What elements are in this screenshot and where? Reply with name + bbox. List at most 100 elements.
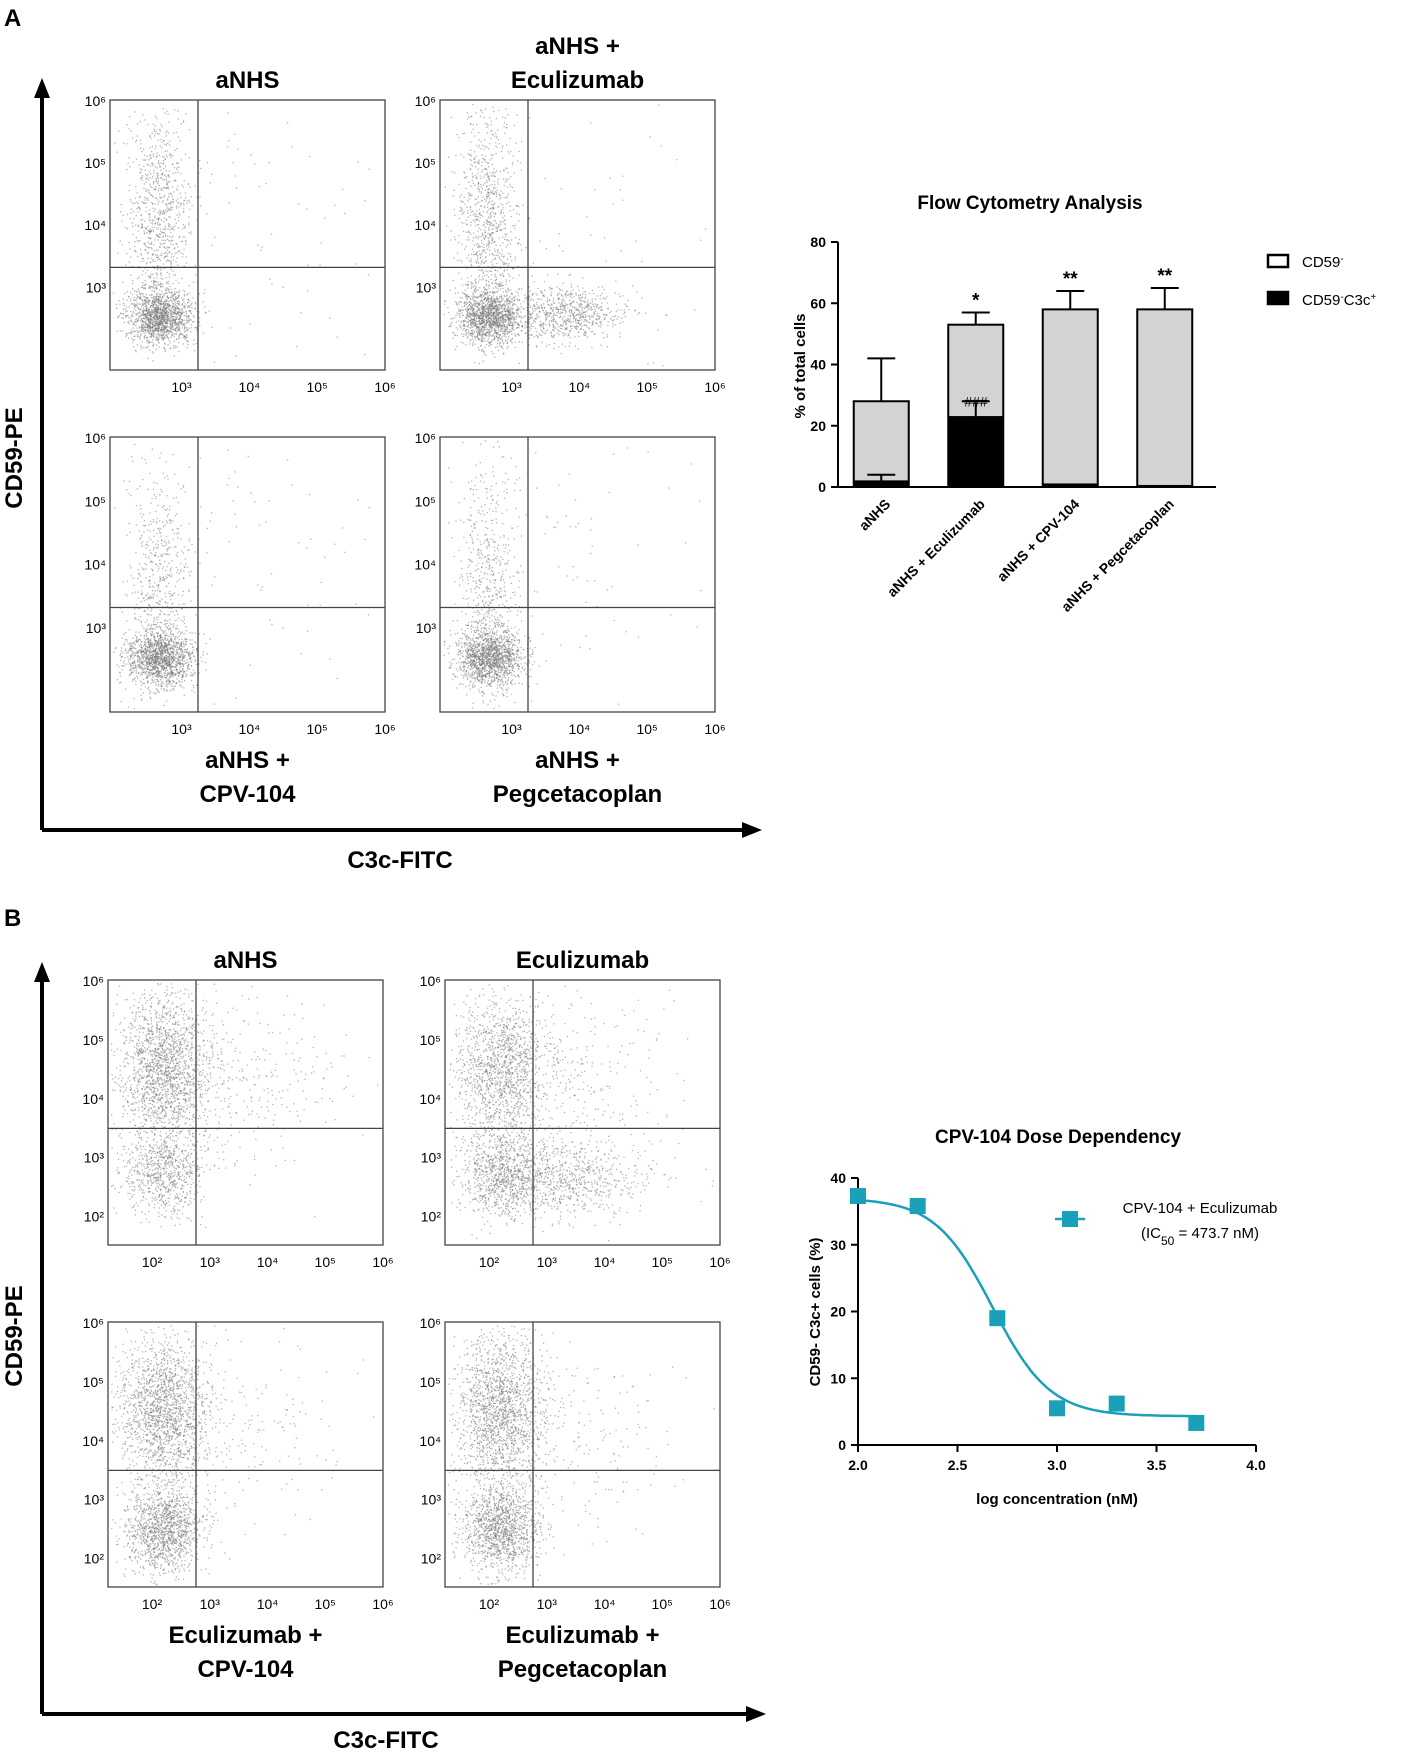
x-tick-label: 10⁶: [374, 379, 395, 395]
plot-frame: [107, 979, 384, 1246]
x-tick-label: 10⁶: [709, 1254, 730, 1270]
y-tick-label: 10⁴: [419, 1433, 441, 1449]
dose-legend-marker: [1062, 1211, 1078, 1227]
y-tick-label: 10³: [86, 620, 107, 636]
flow-plot: 10⁶ 10⁵ 10⁴ 10³ 10³ 10⁴ 10⁵ 10⁶ aNHS + Pegcetacop…: [414, 430, 725, 808]
flow-plot: 10⁶ 10⁵ 10⁴ 10³ 10² 10² 10³ 10⁴ 10⁵ 10⁶ Eculizumab: [419, 947, 730, 1270]
y-tick-label: 10³: [416, 620, 437, 636]
scatter-dots: [111, 1325, 375, 1586]
x-tick-label: 10⁶: [704, 379, 725, 395]
bar-chart-y-tick-label: 60: [810, 295, 826, 311]
scatter-dots: [448, 1325, 715, 1585]
plot-frame: [444, 979, 721, 1246]
x-tick-label: 10²: [479, 1596, 500, 1612]
plot-frame: [109, 99, 386, 371]
bar-cd59-neg-c3c-pos: [1042, 483, 1099, 488]
y-tick-label: 10³: [421, 1492, 442, 1508]
x-tick-label: 10⁵: [315, 1254, 336, 1270]
bar-cd59-neg: [852, 400, 910, 488]
x-tick-label: 10⁵: [652, 1596, 673, 1612]
y-tick-label: 10⁵: [415, 155, 436, 171]
y-tick-label: 10³: [86, 279, 107, 295]
x-tick-label: 10³: [501, 721, 522, 737]
bar-chart-y-tick-label: 20: [810, 418, 826, 434]
plot-title: Eculizumab +: [505, 1622, 659, 1649]
x-tick-label: 10⁵: [306, 379, 327, 395]
y-tick-label: 10⁶: [415, 93, 436, 109]
x-tick-label: 10⁶: [372, 1596, 393, 1612]
bar-annotation-hash: ###: [964, 394, 988, 410]
scatter-dots: [443, 103, 707, 367]
dose-chart-title: CPV-104 Dose Dependency: [935, 1127, 1181, 1148]
x-tick-label: 10³: [537, 1596, 558, 1612]
bar-chart-title: Flow Cytometry Analysis: [917, 193, 1142, 214]
dose-x-tick-label: 4.0: [1246, 1457, 1266, 1473]
plot-title: aNHS: [213, 947, 277, 974]
x-tick-label: 10⁵: [652, 1254, 673, 1270]
dose-legend-label: CPV-104 + Eculizumab: [1123, 1200, 1278, 1217]
dose-y-tick-label: 20: [830, 1304, 846, 1320]
plot-frame: [439, 436, 716, 713]
dose-data-point: [1049, 1400, 1065, 1417]
y-tick-label: 10⁴: [82, 1091, 104, 1107]
x-tick-label: 10³: [200, 1596, 221, 1612]
bar-significance-annotation: **: [1063, 269, 1078, 290]
bar-cd59-neg-c3c-pos: [853, 480, 910, 488]
y-tick-label: 10³: [421, 1150, 442, 1166]
bar-category-label: aNHS: [856, 496, 894, 534]
y-tick-label: 10⁴: [414, 217, 436, 233]
bar-chart-legend: CD59- CD59-C3c+: [1266, 254, 1376, 309]
y-tick-label: 10⁴: [84, 557, 106, 573]
plot-title: aNHS +: [535, 747, 620, 774]
bar-cd59-neg: [1041, 308, 1099, 488]
dose-chart-y-label: CD59- C3c+ cells (%): [807, 1238, 824, 1387]
flow-cytometry-bar-chart: Flow Cytometry Analysis % of total cells 0…: [792, 193, 1376, 615]
dose-data-point: [850, 1188, 866, 1205]
y-tick-label: 10⁴: [82, 1433, 104, 1449]
plot-title: aNHS +: [535, 33, 620, 60]
bar-category-label: aNHS + CPV-104: [994, 496, 1083, 585]
y-tick-label: 10⁴: [84, 217, 106, 233]
y-tick-label: 10²: [84, 1551, 105, 1567]
x-tick-label: 10⁶: [709, 1596, 730, 1612]
dose-x-tick-label: 3.0: [1047, 1457, 1067, 1473]
x-tick-label: 10⁶: [704, 721, 725, 737]
dose-dependency-chart: CPV-104 Dose Dependency CD59- C3c+ cells …: [807, 1127, 1277, 1508]
flow-plot: 10⁶ 10⁵ 10⁴ 10³ 10² 10² 10³ 10⁴ 10⁵ 10⁶ Eculizumab…: [82, 1315, 393, 1683]
x-tick-label: 10⁴: [594, 1596, 616, 1612]
bar-cd59-neg-c3c-pos: [947, 416, 1004, 488]
y-tick-label: 10⁶: [85, 430, 106, 446]
x-tick-label: 10³: [537, 1254, 558, 1270]
x-tick-label: 10³: [501, 379, 522, 395]
x-tick-label: 10⁴: [239, 721, 261, 737]
panel-b-main-axes: [34, 962, 766, 1722]
dose-data-point: [989, 1310, 1006, 1327]
dose-y-tick-label: 10: [830, 1370, 846, 1386]
panel-b-flow-plots: 10⁶ 10⁵ 10⁴ 10³ 10² 10² 10³ 10⁴ 10⁵ 10⁶ aNHS 10⁶ 10⁵…: [82, 947, 730, 1683]
bar-cd59-neg-c3c-pos: [1136, 484, 1193, 488]
x-tick-label: 10⁴: [257, 1596, 279, 1612]
y-tick-label: 10⁴: [419, 1091, 441, 1107]
panel-a-label: A: [4, 5, 21, 32]
dose-chart-x-label: log concentration (nM): [976, 1491, 1138, 1508]
x-tick-label: 10⁴: [569, 379, 591, 395]
scatter-dots: [113, 443, 370, 710]
dose-x-tick-label: 2.5: [948, 1457, 968, 1473]
bar-significance-annotation: *: [972, 290, 980, 311]
y-tick-label: 10⁶: [420, 1315, 441, 1331]
bar-category-label: aNHS + Eculizumab: [884, 496, 988, 600]
plot-title: Eculizumab: [511, 67, 644, 94]
plot-frame: [439, 99, 716, 371]
flow-plot: 10⁶ 10⁵ 10⁴ 10³ 10³ 10⁴ 10⁵ 10⁶ aNHS + Eculizumab: [414, 33, 725, 395]
x-tick-label: 10⁴: [569, 721, 591, 737]
y-tick-label: 10⁵: [85, 493, 106, 509]
x-tick-label: 10⁴: [594, 1254, 616, 1270]
x-tick-label: 10⁵: [306, 721, 327, 737]
x-tick-label: 10²: [142, 1596, 163, 1612]
legend-label-cd59: CD59-: [1302, 254, 1344, 272]
dose-y-tick-label: 40: [830, 1170, 846, 1186]
y-tick-label: 10⁵: [415, 493, 436, 509]
y-tick-label: 10²: [421, 1209, 442, 1225]
plot-title: Pegcetacoplan: [498, 1656, 667, 1683]
